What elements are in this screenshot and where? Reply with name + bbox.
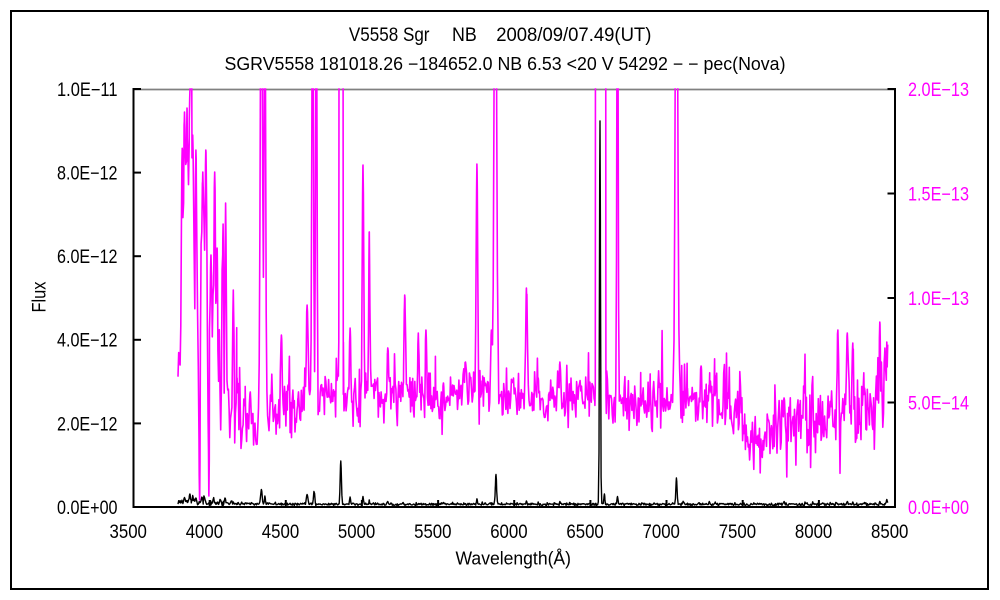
svg-text:6000: 6000 xyxy=(490,522,527,543)
svg-text:Wavelength(Å): Wavelength(Å) xyxy=(456,549,572,569)
svg-text:SGRV5558 181018.26 −184652.0 N: SGRV5558 181018.26 −184652.0 NB 6.53 <20… xyxy=(225,54,786,74)
svg-text:8.0E−12: 8.0E−12 xyxy=(57,164,118,185)
svg-text:0.0E+00: 0.0E+00 xyxy=(908,498,969,519)
svg-text:1.0E−11: 1.0E−11 xyxy=(57,80,118,101)
svg-text:4000: 4000 xyxy=(186,522,223,543)
svg-text:5500: 5500 xyxy=(414,522,451,543)
svg-text:8500: 8500 xyxy=(871,522,908,543)
svg-text:V5558 Sgr: V5558 Sgr xyxy=(349,25,430,46)
svg-text:2008/09/07.49(UT): 2008/09/07.49(UT) xyxy=(496,25,651,46)
svg-text:5000: 5000 xyxy=(338,522,375,543)
svg-text:3500: 3500 xyxy=(110,522,147,543)
svg-text:7000: 7000 xyxy=(643,522,680,543)
svg-text:4.0E−12: 4.0E−12 xyxy=(57,331,118,352)
svg-text:5.0E−14: 5.0E−14 xyxy=(908,393,969,414)
svg-text:2.0E−13: 2.0E−13 xyxy=(908,80,969,101)
svg-text:6.0E−12: 6.0E−12 xyxy=(57,247,118,268)
svg-text:4500: 4500 xyxy=(262,522,299,543)
svg-text:Flux: Flux xyxy=(30,281,51,312)
svg-text:2.0E−12: 2.0E−12 xyxy=(57,414,118,435)
svg-text:1.5E−13: 1.5E−13 xyxy=(908,184,969,205)
svg-text:1.0E−13: 1.0E−13 xyxy=(908,289,969,310)
svg-text:6500: 6500 xyxy=(566,522,603,543)
svg-text:8000: 8000 xyxy=(795,522,832,543)
svg-text:7500: 7500 xyxy=(719,522,756,543)
svg-text:0.0E+00: 0.0E+00 xyxy=(57,498,118,519)
svg-text:NB: NB xyxy=(452,25,477,46)
